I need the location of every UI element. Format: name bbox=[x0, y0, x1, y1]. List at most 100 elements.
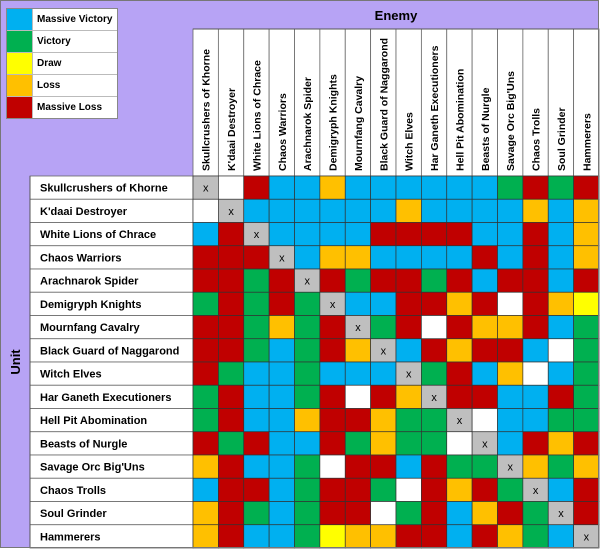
result-cell bbox=[218, 454, 245, 479]
result-cell bbox=[522, 524, 549, 549]
col-label: Skullcrushers of Khorne bbox=[201, 49, 213, 171]
result-cell bbox=[370, 501, 397, 526]
result-cell bbox=[547, 291, 574, 316]
result-cell bbox=[395, 524, 422, 549]
result-cell bbox=[218, 384, 245, 409]
result-cell bbox=[395, 408, 422, 433]
result-cell bbox=[370, 175, 397, 200]
result-cell bbox=[218, 291, 245, 316]
result-cell bbox=[573, 454, 600, 479]
result-cell bbox=[573, 315, 600, 340]
result-cell bbox=[268, 408, 295, 433]
result-cell bbox=[294, 222, 321, 247]
result-cell bbox=[395, 338, 422, 363]
row-label: Skullcrushers of Khorne bbox=[40, 183, 168, 195]
result-cell bbox=[192, 524, 219, 549]
result-cell bbox=[421, 198, 448, 223]
result-cell bbox=[497, 315, 524, 340]
result-cell bbox=[395, 222, 422, 247]
row-label: Hammerers bbox=[40, 531, 101, 543]
result-cell bbox=[243, 431, 270, 456]
legend-item: Massive Victory bbox=[7, 9, 117, 31]
result-cell bbox=[192, 361, 219, 386]
result-cell bbox=[268, 524, 295, 549]
result-cell bbox=[192, 431, 219, 456]
result-cell bbox=[395, 384, 422, 409]
result-cell bbox=[344, 198, 371, 223]
result-cell bbox=[319, 524, 346, 549]
result-cell bbox=[497, 477, 524, 502]
result-cell bbox=[344, 524, 371, 549]
result-cell bbox=[319, 501, 346, 526]
result-cell bbox=[218, 338, 245, 363]
legend-item: Loss bbox=[7, 75, 117, 97]
col-label: K'daai Destroyer bbox=[226, 88, 238, 171]
result-cell bbox=[294, 431, 321, 456]
result-cell bbox=[446, 315, 473, 340]
result-cell bbox=[395, 501, 422, 526]
col-header-cell bbox=[217, 28, 245, 177]
result-cell bbox=[547, 198, 574, 223]
col-label: White Lions of Chrace bbox=[251, 60, 263, 171]
result-cell bbox=[218, 268, 245, 293]
result-cell bbox=[294, 245, 321, 270]
result-cell bbox=[243, 268, 270, 293]
result-cell bbox=[446, 361, 473, 386]
result-cell bbox=[573, 384, 600, 409]
result-cell bbox=[446, 198, 473, 223]
result-cell bbox=[243, 408, 270, 433]
result-cell bbox=[370, 198, 397, 223]
result-cell bbox=[294, 315, 321, 340]
result-cell bbox=[573, 245, 600, 270]
legend-label: Draw bbox=[37, 58, 62, 69]
row-label: Arachnarok Spider bbox=[40, 276, 139, 288]
result-cell bbox=[522, 501, 549, 526]
result-cell bbox=[421, 408, 448, 433]
col-label: Chaos Warriors bbox=[277, 93, 289, 171]
row-label: K'daai Destroyer bbox=[40, 206, 128, 218]
result-cell bbox=[421, 245, 448, 270]
result-cell bbox=[395, 315, 422, 340]
result-cell bbox=[522, 408, 549, 433]
result-cell bbox=[344, 268, 371, 293]
col-label: Hell Pit Abomination bbox=[454, 69, 466, 171]
result-cell bbox=[344, 408, 371, 433]
unit-label: Unit bbox=[8, 349, 23, 375]
result-cell bbox=[573, 361, 600, 386]
result-cell bbox=[573, 222, 600, 247]
legend-swatch bbox=[7, 53, 33, 74]
result-cell bbox=[268, 175, 295, 200]
result-cell bbox=[547, 268, 574, 293]
result-cell bbox=[547, 431, 574, 456]
col-label: Chaos Trolls bbox=[531, 108, 543, 171]
col-header-cell bbox=[522, 28, 549, 177]
self-marker: x bbox=[533, 485, 539, 497]
result-cell bbox=[370, 245, 397, 270]
result-cell bbox=[294, 338, 321, 363]
result-cell bbox=[573, 338, 600, 363]
result-cell bbox=[395, 268, 422, 293]
result-cell bbox=[294, 291, 321, 316]
result-cell bbox=[243, 315, 270, 340]
result-cell bbox=[547, 384, 574, 409]
result-cell bbox=[497, 384, 524, 409]
result-cell bbox=[370, 477, 397, 502]
result-cell bbox=[471, 361, 498, 386]
self-marker: x bbox=[304, 276, 310, 288]
self-marker: x bbox=[254, 229, 260, 241]
result-cell bbox=[192, 338, 219, 363]
self-marker: x bbox=[279, 252, 285, 264]
result-cell bbox=[547, 175, 574, 200]
result-cell bbox=[319, 245, 346, 270]
enemy-title: Enemy bbox=[375, 8, 418, 23]
result-cell bbox=[319, 477, 346, 502]
result-cell bbox=[319, 268, 346, 293]
col-header-cell bbox=[370, 28, 397, 177]
self-marker: x bbox=[228, 206, 234, 218]
result-cell bbox=[344, 338, 371, 363]
result-cell bbox=[421, 315, 448, 340]
result-cell bbox=[218, 524, 245, 549]
